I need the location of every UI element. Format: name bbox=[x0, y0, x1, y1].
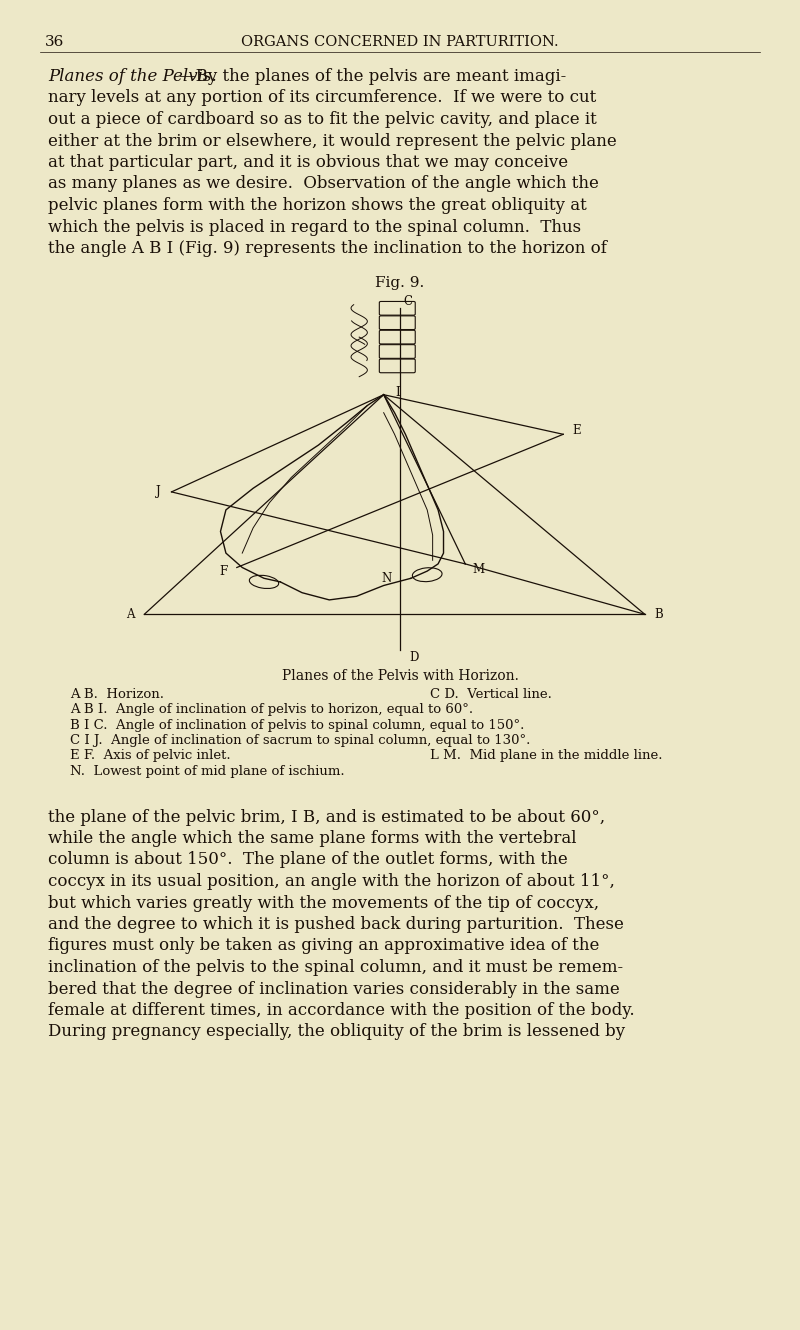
Text: Planes of the Pelvis with Horizon.: Planes of the Pelvis with Horizon. bbox=[282, 669, 518, 684]
Text: Fig. 9.: Fig. 9. bbox=[375, 275, 425, 290]
Text: inclination of the pelvis to the spinal column, and it must be remem-: inclination of the pelvis to the spinal … bbox=[48, 959, 623, 976]
Text: Planes of the Pelvis.: Planes of the Pelvis. bbox=[48, 68, 217, 85]
Text: column is about 150°.  The plane of the outlet forms, with the: column is about 150°. The plane of the o… bbox=[48, 851, 568, 868]
Text: F: F bbox=[219, 565, 227, 577]
Text: A B I.  Angle of inclination of pelvis to horizon, equal to 60°.: A B I. Angle of inclination of pelvis to… bbox=[70, 704, 473, 716]
Text: bered that the degree of inclination varies considerably in the same: bered that the degree of inclination var… bbox=[48, 980, 620, 998]
Text: E: E bbox=[573, 424, 581, 438]
Text: 36: 36 bbox=[45, 35, 64, 49]
Text: out a piece of cardboard so as to fit the pelvic cavity, and place it: out a piece of cardboard so as to fit th… bbox=[48, 110, 597, 128]
Text: D: D bbox=[409, 650, 418, 664]
Text: E F.  Axis of pelvic inlet.: E F. Axis of pelvic inlet. bbox=[70, 750, 230, 762]
Text: C D.  Vertical line.: C D. Vertical line. bbox=[430, 688, 552, 701]
Text: but which varies greatly with the movements of the tip of coccyx,: but which varies greatly with the moveme… bbox=[48, 895, 599, 911]
Text: A: A bbox=[126, 608, 135, 621]
Text: which the pelvis is placed in regard to the spinal column.  Thus: which the pelvis is placed in regard to … bbox=[48, 218, 581, 235]
Text: N.  Lowest point of mid plane of ischium.: N. Lowest point of mid plane of ischium. bbox=[70, 765, 345, 778]
Text: L M.  Mid plane in the middle line.: L M. Mid plane in the middle line. bbox=[430, 750, 662, 762]
Text: During pregnancy especially, the obliquity of the brim is lessened by: During pregnancy especially, the obliqui… bbox=[48, 1024, 625, 1040]
Text: B I C.  Angle of inclination of pelvis to spinal column, equal to 150°.: B I C. Angle of inclination of pelvis to… bbox=[70, 718, 524, 732]
Text: while the angle which the same plane forms with the vertebral: while the angle which the same plane for… bbox=[48, 830, 577, 847]
Text: C I J.  Angle of inclination of sacrum to spinal column, equal to 130°.: C I J. Angle of inclination of sacrum to… bbox=[70, 734, 530, 747]
Text: M: M bbox=[473, 563, 485, 576]
Text: N: N bbox=[382, 572, 391, 585]
Text: J: J bbox=[155, 485, 160, 499]
Text: and the degree to which it is pushed back during parturition.  These: and the degree to which it is pushed bac… bbox=[48, 916, 624, 934]
Text: I: I bbox=[395, 387, 400, 399]
Text: the plane of the pelvic brim, I B, and is estimated to be about 60°,: the plane of the pelvic brim, I B, and i… bbox=[48, 809, 605, 826]
Text: A B.  Horizon.: A B. Horizon. bbox=[70, 688, 164, 701]
Text: ORGANS CONCERNED IN PARTURITION.: ORGANS CONCERNED IN PARTURITION. bbox=[241, 35, 559, 49]
Text: —By the planes of the pelvis are meant imagi-: —By the planes of the pelvis are meant i… bbox=[179, 68, 566, 85]
Text: either at the brim or elsewhere, it would represent the pelvic plane: either at the brim or elsewhere, it woul… bbox=[48, 133, 617, 149]
Text: figures must only be taken as giving an approximative idea of the: figures must only be taken as giving an … bbox=[48, 938, 599, 955]
Text: female at different times, in accordance with the position of the body.: female at different times, in accordance… bbox=[48, 1001, 634, 1019]
Text: coccyx in its usual position, an angle with the horizon of about 11°,: coccyx in its usual position, an angle w… bbox=[48, 872, 615, 890]
Text: at that particular part, and it is obvious that we may conceive: at that particular part, and it is obvio… bbox=[48, 154, 568, 172]
Text: nary levels at any portion of its circumference.  If we were to cut: nary levels at any portion of its circum… bbox=[48, 89, 596, 106]
Text: B: B bbox=[654, 608, 662, 621]
Text: the angle A B I (Fig. 9) represents the inclination to the horizon of: the angle A B I (Fig. 9) represents the … bbox=[48, 239, 607, 257]
Text: C: C bbox=[404, 295, 413, 307]
Text: pelvic planes form with the horizon shows the great obliquity at: pelvic planes form with the horizon show… bbox=[48, 197, 586, 214]
Text: as many planes as we desire.  Observation of the angle which the: as many planes as we desire. Observation… bbox=[48, 176, 599, 193]
